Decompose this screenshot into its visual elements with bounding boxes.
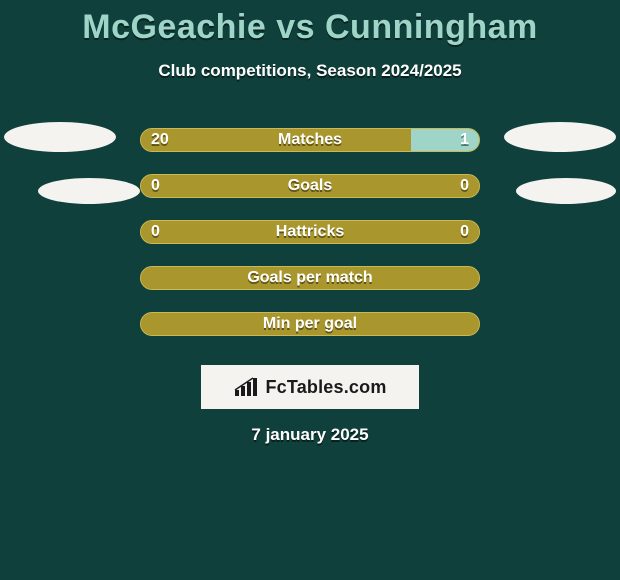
stat-value-left: 20: [151, 131, 169, 149]
stat-row: Hattricks 0 0: [0, 209, 620, 255]
stat-label: Goals: [288, 177, 332, 195]
stat-value-right: 0: [460, 223, 469, 241]
stat-value-left: 0: [151, 223, 160, 241]
stat-row: Matches 20 1: [0, 117, 620, 163]
stat-value-right: 0: [460, 177, 469, 195]
date-text: 7 january 2025: [0, 425, 620, 445]
page-title: McGeachie vs Cunningham: [0, 0, 620, 47]
stat-label: Goals per match: [247, 269, 372, 287]
stat-row: Goals per match: [0, 255, 620, 301]
stat-label: Hattricks: [276, 223, 344, 241]
stat-bar: Min per goal: [140, 312, 480, 336]
stat-row: Goals 0 0: [0, 163, 620, 209]
stat-label: Matches: [278, 131, 342, 149]
stat-label: Min per goal: [263, 315, 357, 333]
stat-value-left: 0: [151, 177, 160, 195]
logo-box: FcTables.com: [201, 365, 419, 409]
bars-icon: [233, 376, 259, 398]
subtitle: Club competitions, Season 2024/2025: [0, 61, 620, 81]
stat-bar: Goals per match: [140, 266, 480, 290]
stat-rows: Matches 20 1 Goals 0 0 Hattricks 0 0 Goals per ma…: [0, 117, 620, 347]
stat-bar: Matches 20 1: [140, 128, 480, 152]
stat-bar: Goals 0 0: [140, 174, 480, 198]
stat-row: Min per goal: [0, 301, 620, 347]
stat-value-right: 1: [460, 131, 469, 149]
stat-bar: Hattricks 0 0: [140, 220, 480, 244]
logo-text: FcTables.com: [265, 377, 386, 398]
stat-bar-left: [141, 129, 411, 151]
